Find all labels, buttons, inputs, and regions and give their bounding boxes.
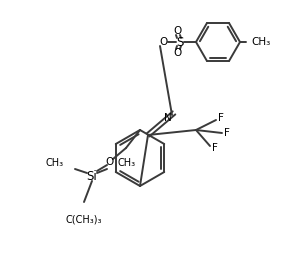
Text: O: O [106,157,114,167]
Text: F: F [224,128,230,138]
Text: C(CH₃)₃: C(CH₃)₃ [66,214,102,224]
Text: O: O [174,48,182,58]
Text: F: F [212,143,218,153]
Text: O: O [174,26,182,36]
Text: N: N [164,113,172,123]
Text: Si: Si [87,169,98,183]
Text: CH₃: CH₃ [251,37,270,47]
Text: S: S [176,36,184,48]
Text: O: O [160,37,168,47]
Text: F: F [218,113,224,123]
Text: CH₃: CH₃ [46,158,64,168]
Text: CH₃: CH₃ [118,158,136,168]
